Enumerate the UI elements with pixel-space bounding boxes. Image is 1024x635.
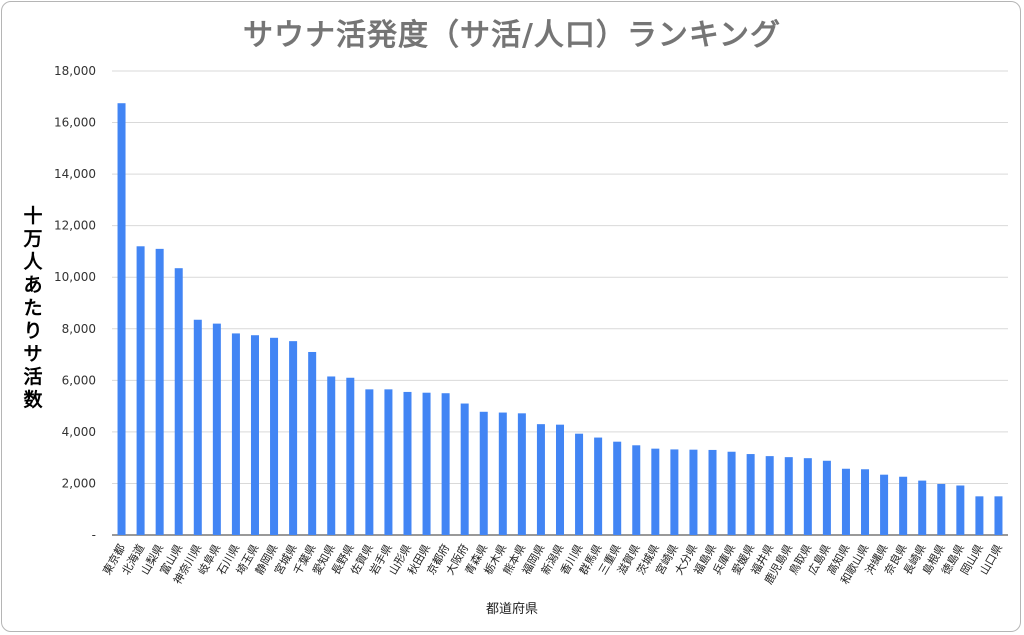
bar: [613, 441, 622, 535]
bar: [136, 246, 145, 536]
bar: [117, 103, 126, 535]
bar: [460, 403, 469, 535]
bar: [174, 268, 183, 535]
bar: [803, 458, 812, 535]
bar: [841, 468, 850, 535]
bar: [765, 456, 774, 535]
x-axis-label: 都道府県: [485, 602, 538, 617]
bar: [422, 392, 431, 535]
bar: [441, 393, 450, 535]
x-axis-categories: 東京都北海道山梨県富山県神奈川県岐阜県石川県埼玉県静岡県宮城県千葉県愛知県長野県…: [100, 542, 1006, 587]
bar: [403, 391, 412, 535]
bar: [975, 496, 984, 535]
bar: [555, 424, 565, 535]
y-tick-label: 10,000: [54, 270, 96, 284]
bar: [784, 457, 793, 535]
bar: [689, 449, 698, 535]
bars: [117, 103, 1003, 536]
y-tick-label: 8,000: [62, 322, 96, 336]
y-tick-label: 12,000: [54, 219, 96, 233]
bar: [250, 335, 259, 535]
bar: [746, 454, 755, 535]
bar: [231, 333, 240, 535]
bar: [346, 377, 355, 535]
bar: [632, 445, 641, 535]
y-tick-label: 16,000: [54, 116, 96, 130]
y-tick-label: 18,000: [54, 64, 96, 78]
bar: [479, 411, 488, 535]
bar: [498, 412, 507, 535]
y-tick-label: 6,000: [62, 373, 96, 387]
y-axis-label: 十万人あたりサ活数: [23, 205, 43, 411]
bar: [670, 449, 679, 535]
bar: [384, 389, 393, 535]
bar: [899, 476, 908, 535]
bar: [536, 424, 545, 535]
bar: [270, 337, 279, 535]
bar: [937, 483, 946, 535]
bar: [994, 496, 1003, 535]
chart-title: サウナ活発度（サ活/人口）ランキング: [242, 18, 782, 53]
bar: [880, 474, 889, 535]
bar: [708, 449, 717, 535]
bar: [918, 480, 927, 535]
bar: [327, 376, 336, 535]
bar: [594, 437, 603, 535]
y-axis-ticks: - 2,000 4,000 6,000 8,000 10,000 12,000 14,000 1…: [54, 64, 96, 542]
bar: [822, 460, 831, 535]
bar: [727, 451, 736, 535]
y-tick-label: 14,000: [54, 167, 96, 181]
bar: [365, 389, 374, 535]
bar: [861, 469, 870, 535]
y-tick-label: -: [92, 528, 96, 542]
bar: [212, 323, 221, 535]
bar: [308, 351, 317, 535]
bar: [651, 448, 660, 535]
bar: [193, 319, 202, 535]
bar: [289, 341, 298, 535]
y-tick-label: 4,000: [62, 425, 96, 439]
bar: [956, 485, 965, 535]
bar: [575, 433, 584, 535]
bar: [517, 413, 526, 535]
bar: [155, 248, 164, 535]
y-tick-label: 2,000: [62, 476, 96, 490]
